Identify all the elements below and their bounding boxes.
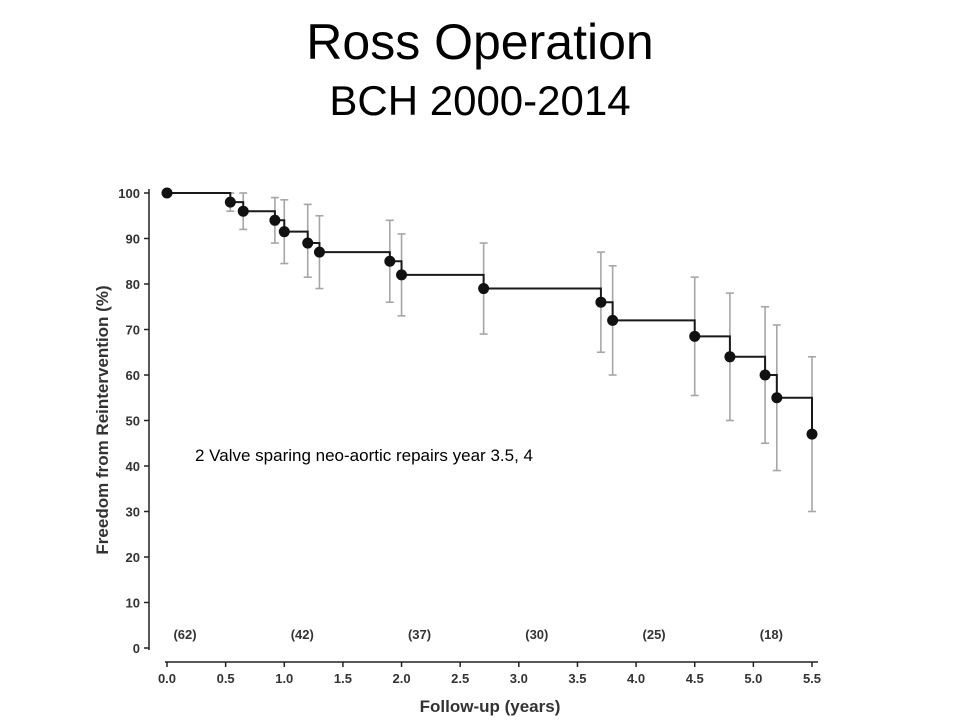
x-tick-label: 4.5 (686, 671, 704, 686)
x-tick-label: 2.0 (393, 671, 411, 686)
data-point (478, 283, 490, 295)
axes (144, 189, 818, 667)
x-tick-label: 4.0 (627, 671, 645, 686)
y-tick-label: 20 (126, 550, 140, 565)
x-tick-label: 0.5 (217, 671, 235, 686)
data-point (771, 392, 783, 404)
slide-title: Ross Operation (306, 14, 654, 70)
x-tick-label: 3.5 (568, 671, 586, 686)
y-tick-label: 10 (126, 596, 140, 611)
at-risk-label: (30) (525, 627, 548, 642)
at-risk-label: (18) (760, 627, 783, 642)
data-points (161, 187, 818, 440)
data-point (313, 246, 325, 258)
at-risk-label: (37) (408, 627, 431, 642)
at-risk-labels: (62) (42) (37) (30) (25) (18) (173, 627, 782, 642)
y-tick-label: 100 (118, 186, 140, 201)
y-tick-label: 90 (126, 232, 140, 247)
tick-labels: 0 10 20 30 40 50 60 70 80 90 100 0.0 0.5 1.0 1.5 2.0 2.5… (118, 186, 821, 686)
data-point (689, 330, 701, 342)
data-point (278, 226, 290, 238)
x-tick-label: 0.0 (158, 671, 176, 686)
x-tick-label: 2.5 (451, 671, 469, 686)
data-point (161, 187, 173, 199)
at-risk-label: (62) (173, 627, 196, 642)
x-axis-label: Follow-up (years) (420, 697, 561, 716)
x-tick-label: 5.0 (744, 671, 762, 686)
x-tick-label: 5.5 (803, 671, 821, 686)
data-point (396, 269, 408, 281)
survival-curve (167, 192, 813, 435)
step-line (167, 192, 813, 435)
data-point (759, 369, 771, 381)
slide-subtitle: BCH 2000-2014 (329, 77, 631, 124)
data-point (302, 237, 314, 249)
data-point (237, 205, 249, 217)
at-risk-label: (42) (291, 627, 314, 642)
x-tick-label: 3.0 (510, 671, 528, 686)
data-point (384, 255, 396, 267)
y-axis-label: Freedom from Reintervention (%) (93, 285, 112, 554)
data-point (224, 196, 236, 208)
x-tick-label: 1.5 (334, 671, 352, 686)
y-tick-label: 0 (133, 641, 140, 656)
data-point (806, 428, 818, 440)
y-tick-label: 70 (126, 323, 140, 338)
data-point (724, 351, 736, 363)
x-tick-label: 1.0 (275, 671, 293, 686)
y-tick-label: 60 (126, 368, 140, 383)
y-tick-label: 50 (126, 414, 140, 429)
chart-annotation: 2 Valve sparing neo-aortic repairs year … (195, 446, 533, 465)
data-point (607, 314, 619, 326)
at-risk-label: (25) (643, 627, 666, 642)
y-tick-label: 40 (126, 459, 140, 474)
y-tick-label: 30 (126, 505, 140, 520)
y-tick-label: 80 (126, 277, 140, 292)
data-point (595, 296, 607, 308)
data-point (269, 214, 281, 226)
